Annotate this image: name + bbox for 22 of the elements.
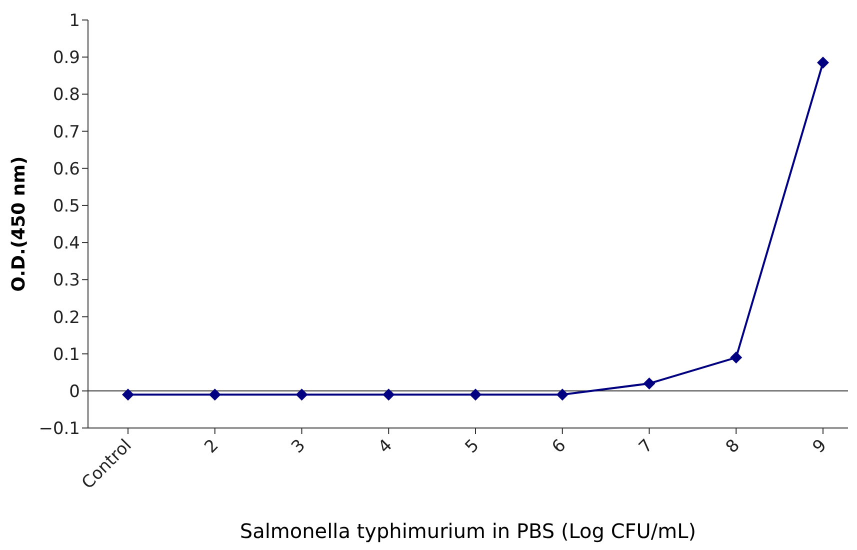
x-axis-title: Salmonella typhimurium in PBS (Log CFU/mL) bbox=[240, 519, 696, 543]
x-tick-label: 3 bbox=[288, 436, 310, 458]
y-tick-label: 0.9 bbox=[52, 48, 80, 68]
x-tick-label: 9 bbox=[808, 436, 831, 458]
y-tick-label: 0.6 bbox=[52, 159, 80, 180]
y-tick-label: 0.7 bbox=[52, 122, 80, 142]
y-tick-label: 0 bbox=[69, 382, 80, 402]
y-tick-label: −0.1 bbox=[38, 419, 80, 440]
y-tick-label: 0.8 bbox=[52, 85, 80, 106]
y-tick-label: 0.2 bbox=[52, 308, 80, 328]
x-tick-label: 7 bbox=[635, 436, 658, 458]
x-tick-label: 6 bbox=[548, 436, 570, 458]
x-tick-label: 5 bbox=[461, 436, 484, 458]
x-tick-label: 8 bbox=[722, 436, 744, 458]
x-tick-label: 2 bbox=[200, 436, 223, 458]
y-axis-title: O.D.(450 nm) bbox=[8, 156, 30, 292]
y-tick-label: 0.4 bbox=[52, 234, 80, 254]
y-tick-label: 0.5 bbox=[52, 196, 80, 216]
y-tick-label: 0.1 bbox=[52, 344, 80, 365]
x-tick-label: 4 bbox=[374, 436, 396, 458]
y-tick-label: 0.3 bbox=[52, 270, 80, 291]
y-tick-label: 1 bbox=[69, 11, 80, 32]
